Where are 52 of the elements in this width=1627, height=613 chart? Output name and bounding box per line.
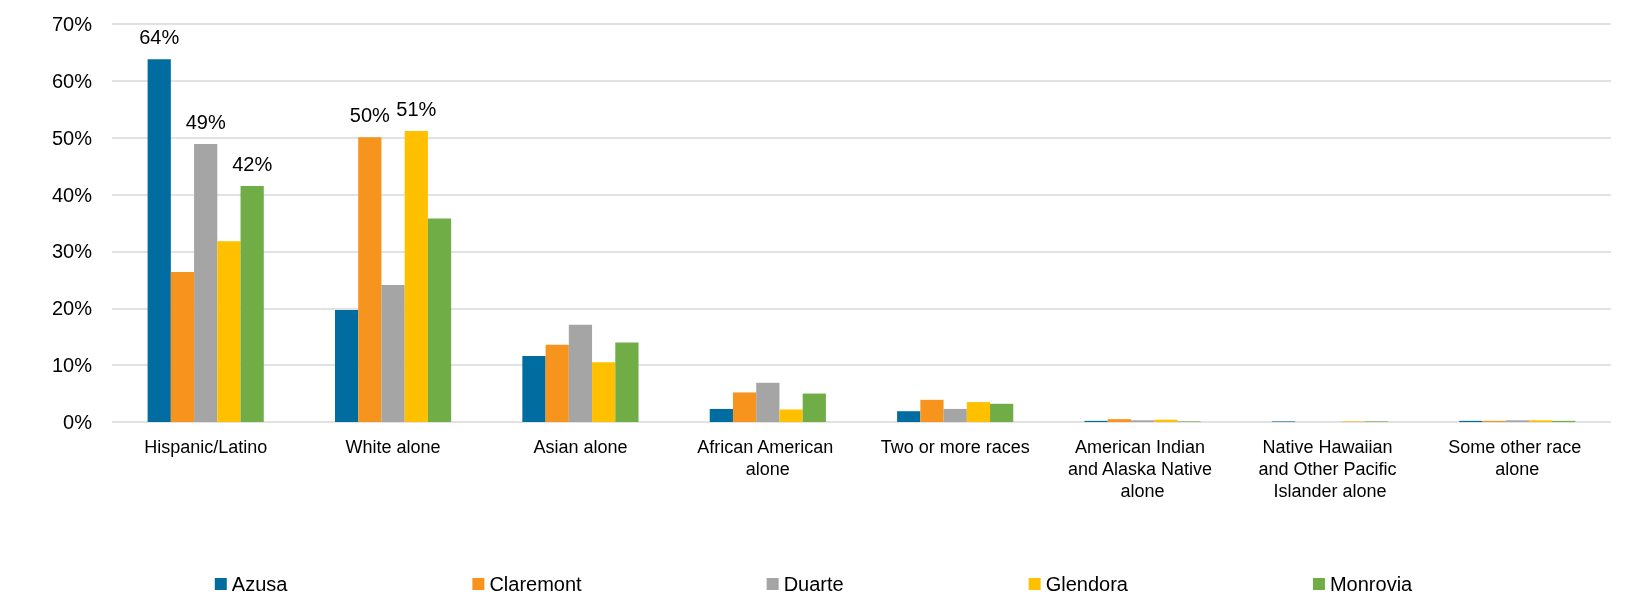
bar [592, 362, 616, 422]
bar [194, 143, 218, 422]
bar [709, 408, 733, 422]
y-tick-label: 40% [51, 183, 93, 206]
bar [334, 309, 359, 422]
bar [802, 393, 826, 422]
x-tick-label: Native Hawaiian and Other Pacific Islander alone [1258, 437, 1402, 501]
x-tick-label: American Indian and Alaska Native alone [1068, 437, 1218, 501]
bar [568, 324, 593, 422]
bar [615, 342, 639, 422]
bar [427, 218, 452, 422]
legend-label: Duarte [783, 573, 844, 595]
y-tick-label: 0% [63, 411, 93, 433]
y-tick-label: 10% [51, 354, 93, 377]
bar [897, 411, 921, 422]
bar [1107, 419, 1131, 422]
bar [920, 399, 944, 422]
bar [217, 241, 241, 422]
data-label: 64% [139, 26, 180, 49]
bar [779, 409, 803, 422]
x-tick-label: Some other race alone [1448, 437, 1587, 479]
x-tick-label: Asian alone [533, 437, 628, 457]
x-tick-label: White alone [345, 437, 441, 457]
legend-label: Glendora [1045, 573, 1129, 595]
bar [966, 402, 991, 422]
bar [756, 382, 780, 422]
data-label: 49% [185, 110, 226, 133]
y-tick-label: 50% [51, 126, 93, 149]
bar [990, 403, 1014, 422]
data-label: 51% [396, 97, 437, 120]
bar [545, 344, 569, 422]
y-tick-label: 60% [51, 69, 93, 92]
bar [170, 271, 195, 422]
bar [147, 59, 171, 422]
data-label: 42% [232, 153, 273, 176]
bar [732, 392, 757, 422]
legend-label: Monrovia [1329, 573, 1414, 595]
y-tick-label: 20% [51, 297, 93, 320]
x-tick-label: Hispanic/Latino [144, 437, 268, 457]
y-tick-label: 70% [51, 13, 93, 35]
y-tick-label: 30% [51, 240, 93, 263]
bar [381, 284, 405, 422]
data-label: 50% [349, 104, 391, 127]
bar [522, 356, 546, 422]
bar [358, 137, 382, 422]
bar [943, 408, 967, 422]
x-tick-label: African American alone [697, 437, 839, 479]
bar [240, 186, 264, 422]
bar [404, 130, 428, 422]
legend-label: Claremont [489, 573, 583, 595]
x-tick-label: Two or more races [880, 437, 1030, 457]
legend-label: Azusa [231, 573, 289, 595]
